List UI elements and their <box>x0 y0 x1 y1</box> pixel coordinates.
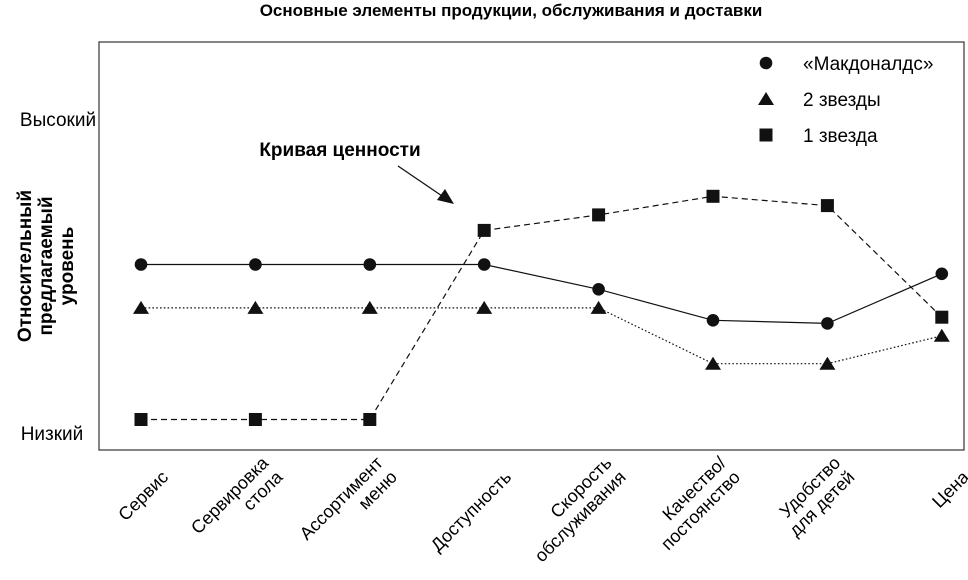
annotation-arrow-head <box>437 189 454 204</box>
annotation-arrow-line <box>397 165 446 199</box>
annotation-label: Кривая ценности <box>259 140 420 161</box>
data-point-circle <box>592 283 605 296</box>
y-axis-label: Относительныйпредлагаемыйуровень <box>15 190 78 342</box>
series-line-square <box>141 195 943 421</box>
data-point-triangle <box>247 300 264 314</box>
legend: «Макдоналдс» 2 звезды 1 звезда <box>758 54 933 147</box>
y-level-high: Высокий <box>20 110 96 131</box>
data-point-triangle <box>133 300 149 314</box>
data-point-circle <box>134 258 148 271</box>
series-line-circle <box>141 263 943 325</box>
data-point-circle <box>477 258 491 271</box>
data-point-circle <box>935 267 949 281</box>
series-square <box>134 189 949 426</box>
data-point-square <box>592 208 606 222</box>
data-point-square <box>248 413 262 426</box>
series-group <box>133 189 950 426</box>
data-point-triangle <box>705 356 721 370</box>
x-tick-label: Ассортиментменю <box>296 453 401 558</box>
series-line-triangle <box>141 307 942 365</box>
x-tick-label: Сервис <box>114 467 172 525</box>
legend-label: 2 звезды <box>803 90 881 111</box>
x-tick-label: Сервировкастола <box>187 452 287 552</box>
data-point-triangle <box>476 300 493 314</box>
data-point-triangle <box>590 300 607 314</box>
x-tick-label-line: Сервис <box>114 467 172 525</box>
x-tick-labels: Сервис Сервировкастола Ассортиментменю Дост… <box>114 452 968 566</box>
x-tick-label: Удобстводля детей <box>771 453 859 541</box>
data-point-triangle <box>361 300 378 314</box>
legend-marker-triangle <box>758 92 774 105</box>
x-tick-label-line: Доступность <box>427 467 516 556</box>
y-axis-label-line: уровень <box>57 227 78 306</box>
x-tick-label: Доступность <box>427 467 516 556</box>
data-point-circle <box>706 314 720 327</box>
data-point-square <box>477 223 491 237</box>
y-axis-label-text: Относительныйпредлагаемыйуровень <box>15 190 78 342</box>
annotation: Кривая ценности <box>259 140 454 204</box>
plot-frame <box>98 41 965 451</box>
data-point-triangle <box>933 328 950 342</box>
data-point-square <box>134 413 148 426</box>
legend-label: «Макдоналдс» <box>803 54 933 75</box>
data-point-circle <box>821 317 834 330</box>
y-axis-label-line: предлагаемый <box>36 196 57 335</box>
data-point-circle <box>363 258 377 271</box>
data-point-square <box>935 310 949 324</box>
data-point-square <box>363 413 377 426</box>
legend-marker-square <box>759 128 773 142</box>
y-level-low: Низкий <box>21 424 84 445</box>
x-tick-label: Цена <box>928 466 968 511</box>
x-tick-label: Качество/постоянство <box>643 453 744 554</box>
data-point-square <box>706 189 720 203</box>
data-point-square <box>820 199 834 213</box>
x-tick-label: Скоростьобслуживания <box>517 453 630 566</box>
chart-title: Основные элементы продукции, обслуживани… <box>260 1 763 20</box>
y-axis-label-line: Относительный <box>15 190 36 342</box>
data-point-circle <box>249 258 262 271</box>
legend-label: 1 звезда <box>803 126 878 147</box>
series-circle <box>134 258 949 330</box>
series-triangle <box>133 300 950 370</box>
x-tick-label-line: Цена <box>928 466 968 511</box>
legend-marker-circle <box>759 56 773 70</box>
data-point-triangle <box>819 356 836 370</box>
